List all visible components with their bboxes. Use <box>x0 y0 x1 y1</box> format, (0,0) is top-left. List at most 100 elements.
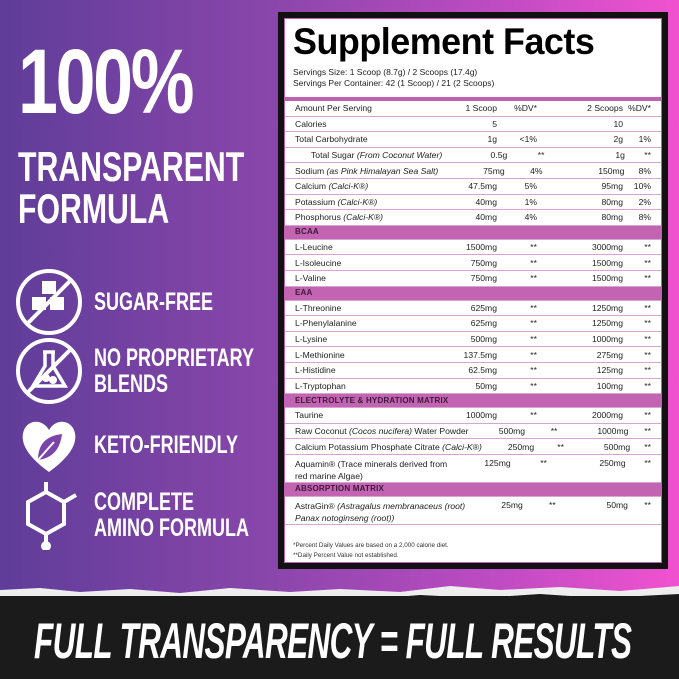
nutrient-name: L-Phenylalanine <box>295 318 357 329</box>
nutrient-v2: 250mg <box>599 457 626 468</box>
nutrient-name: Calcium Potassium Phosphate Citrate (Cal… <box>295 441 482 453</box>
nutrient-row: L-Lysine 500mg ** 1000mg ** <box>285 332 661 348</box>
footnote: *Percent Daily Values are based on a 2,0… <box>293 542 449 549</box>
nutrient-d2: 8% <box>638 212 651 223</box>
nutrient-name: Total Sugar (From Coconut Water) <box>295 149 442 161</box>
nutrient-v1: 625mg <box>470 318 497 329</box>
feature-no-proprietary-blends: NO PROPRIETARY BLENDS <box>14 336 316 406</box>
nutrient-d1: ** <box>530 349 537 360</box>
nutrient-d2: 10% <box>633 181 651 192</box>
nutrient-v1: 5 <box>492 118 497 129</box>
hero-formula: FORMULA <box>18 185 170 232</box>
nutrient-v2: 10 <box>613 118 623 129</box>
nutrient-v1: 25mg <box>501 499 523 510</box>
footnote: **Daily Percent Value not established. <box>293 552 399 559</box>
nutrient-line2: red marine Algae) <box>295 470 363 481</box>
no-sugar-cubes-icon <box>16 269 82 335</box>
hero-percent: 100% <box>18 31 195 133</box>
nutrient-v1: 1g <box>487 134 497 145</box>
nutrient-name: L-Valine <box>295 273 326 284</box>
nutrient-v2: 95mg <box>601 181 624 192</box>
nutrient-d2: ** <box>644 150 651 161</box>
nutrient-name: L-Tryptophan <box>295 380 427 392</box>
nutrient-name: L-Methionine <box>295 349 427 361</box>
nutrient-v2: 1000mg <box>597 425 629 436</box>
nutrient-d1: ** <box>530 273 537 284</box>
nutrient-v1: 750mg <box>470 257 497 268</box>
nutrient-name: Total Sugar <box>311 150 357 161</box>
feature-sugar-free: SUGAR-FREE <box>14 267 259 337</box>
nutrient-v2: 50mg <box>606 499 628 510</box>
nutrient-name: L-Valine <box>295 272 427 284</box>
nutrient-name: Taurine <box>295 409 427 421</box>
nutrient-name: Calories <box>295 118 427 130</box>
molecule-icon <box>26 482 78 550</box>
nutrient-note: (Astragalus membranaceus (root) <box>337 500 466 511</box>
nutrient-d1: ** <box>530 334 537 345</box>
nutrient-v2: 2000mg <box>591 410 623 421</box>
header-dv-2: %DV* <box>628 103 651 114</box>
facts-title: Supplement Facts <box>293 21 595 62</box>
nutrient-row: L-Histidine 62.5mg ** 125mg ** <box>285 363 661 379</box>
nutrient-row: L-Threonine 625mg ** 1250mg ** <box>285 301 661 317</box>
nutrient-d2: ** <box>644 273 651 284</box>
nutrient-name: Sodium (as Pink Himalayan Sea Salt) <box>295 165 438 177</box>
nutrient-v2: 2g <box>613 134 623 145</box>
nutrient-name: Total Carbohydrate <box>295 133 427 145</box>
nutrient-v2: 1500mg <box>591 273 623 284</box>
nutrient-note: (Calci-K®) <box>442 441 482 452</box>
nutrient-d2: ** <box>644 410 651 421</box>
nutrient-name: L-Phenylalanine <box>295 317 427 329</box>
nutrient-d2: ** <box>644 349 651 360</box>
nutrient-row: L-Leucine 1500mg ** 3000mg ** <box>285 240 661 256</box>
nutrient-d1: ** <box>530 242 537 253</box>
nutrient-note: (Calci-K®) <box>343 212 384 223</box>
nutrient-v1: 137.5mg <box>463 349 497 360</box>
slogan: FULL TRANSPARENCY = FULL RESULTS <box>34 613 632 669</box>
footnotes: *Percent Daily Values are based on a 2,0… <box>293 541 449 561</box>
feature-label: KETO-FRIENDLY <box>94 431 239 459</box>
nutrient-v2: 275mg <box>596 349 623 360</box>
nutrient-v1: 0.5g <box>490 150 508 161</box>
feature-complete-amino: COMPLETE AMINO FORMULA <box>14 480 309 550</box>
nutrient-name: Taurine <box>295 410 324 421</box>
nutrient-row: Calcium (Calci-K®) 47.5mg 5% 95mg 10% <box>285 179 661 195</box>
nutrient-name: L-Isoleucine <box>295 257 427 269</box>
nutrient-d2: ** <box>644 242 651 253</box>
nutrient-row: L-Isoleucine 750mg ** 1500mg ** <box>285 255 661 271</box>
nutrient-d1: ** <box>530 365 537 376</box>
nutrient-row: Total Carbohydrate 1g <1% 2g 1% <box>285 132 661 148</box>
nutrient-suffix: Water Powder <box>412 425 469 436</box>
nutrient-d2: 8% <box>638 165 651 176</box>
nutrient-note: (Calci-K®) <box>328 181 369 192</box>
supplement-facts-panel: Supplement Facts Servings Size: 1 Scoop … <box>278 12 668 569</box>
nutrient-v1: 50mg <box>475 380 498 391</box>
nutrient-name: Calories <box>295 118 327 129</box>
nutrient-v1: 40mg <box>475 196 498 207</box>
nutrient-d1: 4% <box>524 212 537 223</box>
feature-label: COMPLETE <box>94 488 195 516</box>
nutrient-name: AstraGin® (Astragalus membranaceus (root… <box>295 500 465 524</box>
facts-header-row: Amount Per Serving 1 Scoop %DV* 2 Scoops… <box>285 101 661 117</box>
nutrient-v1: 47.5mg <box>468 181 497 192</box>
nutrient-d2: ** <box>644 457 652 468</box>
nutrient-v2: 80mg <box>601 196 624 207</box>
nutrient-name: L-Histidine <box>295 365 336 376</box>
nutrient-d2: 1% <box>638 134 651 145</box>
nutrient-row: Total Sugar (From Coconut Water) 0.5g ** 1g… <box>285 148 661 164</box>
nutrient-v2: 1g <box>615 150 625 161</box>
nutrient-name: Total Carbohydrate <box>295 134 368 145</box>
facts-table: Amount Per Serving 1 Scoop %DV* 2 Scoops… <box>285 97 661 525</box>
nutrient-v1: 62.5mg <box>468 365 497 376</box>
nutrient-d2: ** <box>644 257 651 268</box>
nutrient-name: Sodium <box>295 165 327 176</box>
nutrient-name: AstraGin® <box>295 500 338 511</box>
feature-label: AMINO FORMULA <box>94 514 249 542</box>
nutrient-name: Aquamin® (Trace minerals derived from <box>295 458 448 469</box>
nutrient-d1: ** <box>530 410 537 421</box>
section-label: BCAA <box>295 227 319 237</box>
nutrient-v2: 3000mg <box>591 242 623 253</box>
nutrient-row: L-Valine 750mg ** 1500mg ** <box>285 271 661 287</box>
nutrient-row: Aquamin® (Trace minerals derived from red… <box>285 455 661 483</box>
nutrient-row: Raw Coconut (Cocos nucifera) Water Powde… <box>285 424 661 440</box>
